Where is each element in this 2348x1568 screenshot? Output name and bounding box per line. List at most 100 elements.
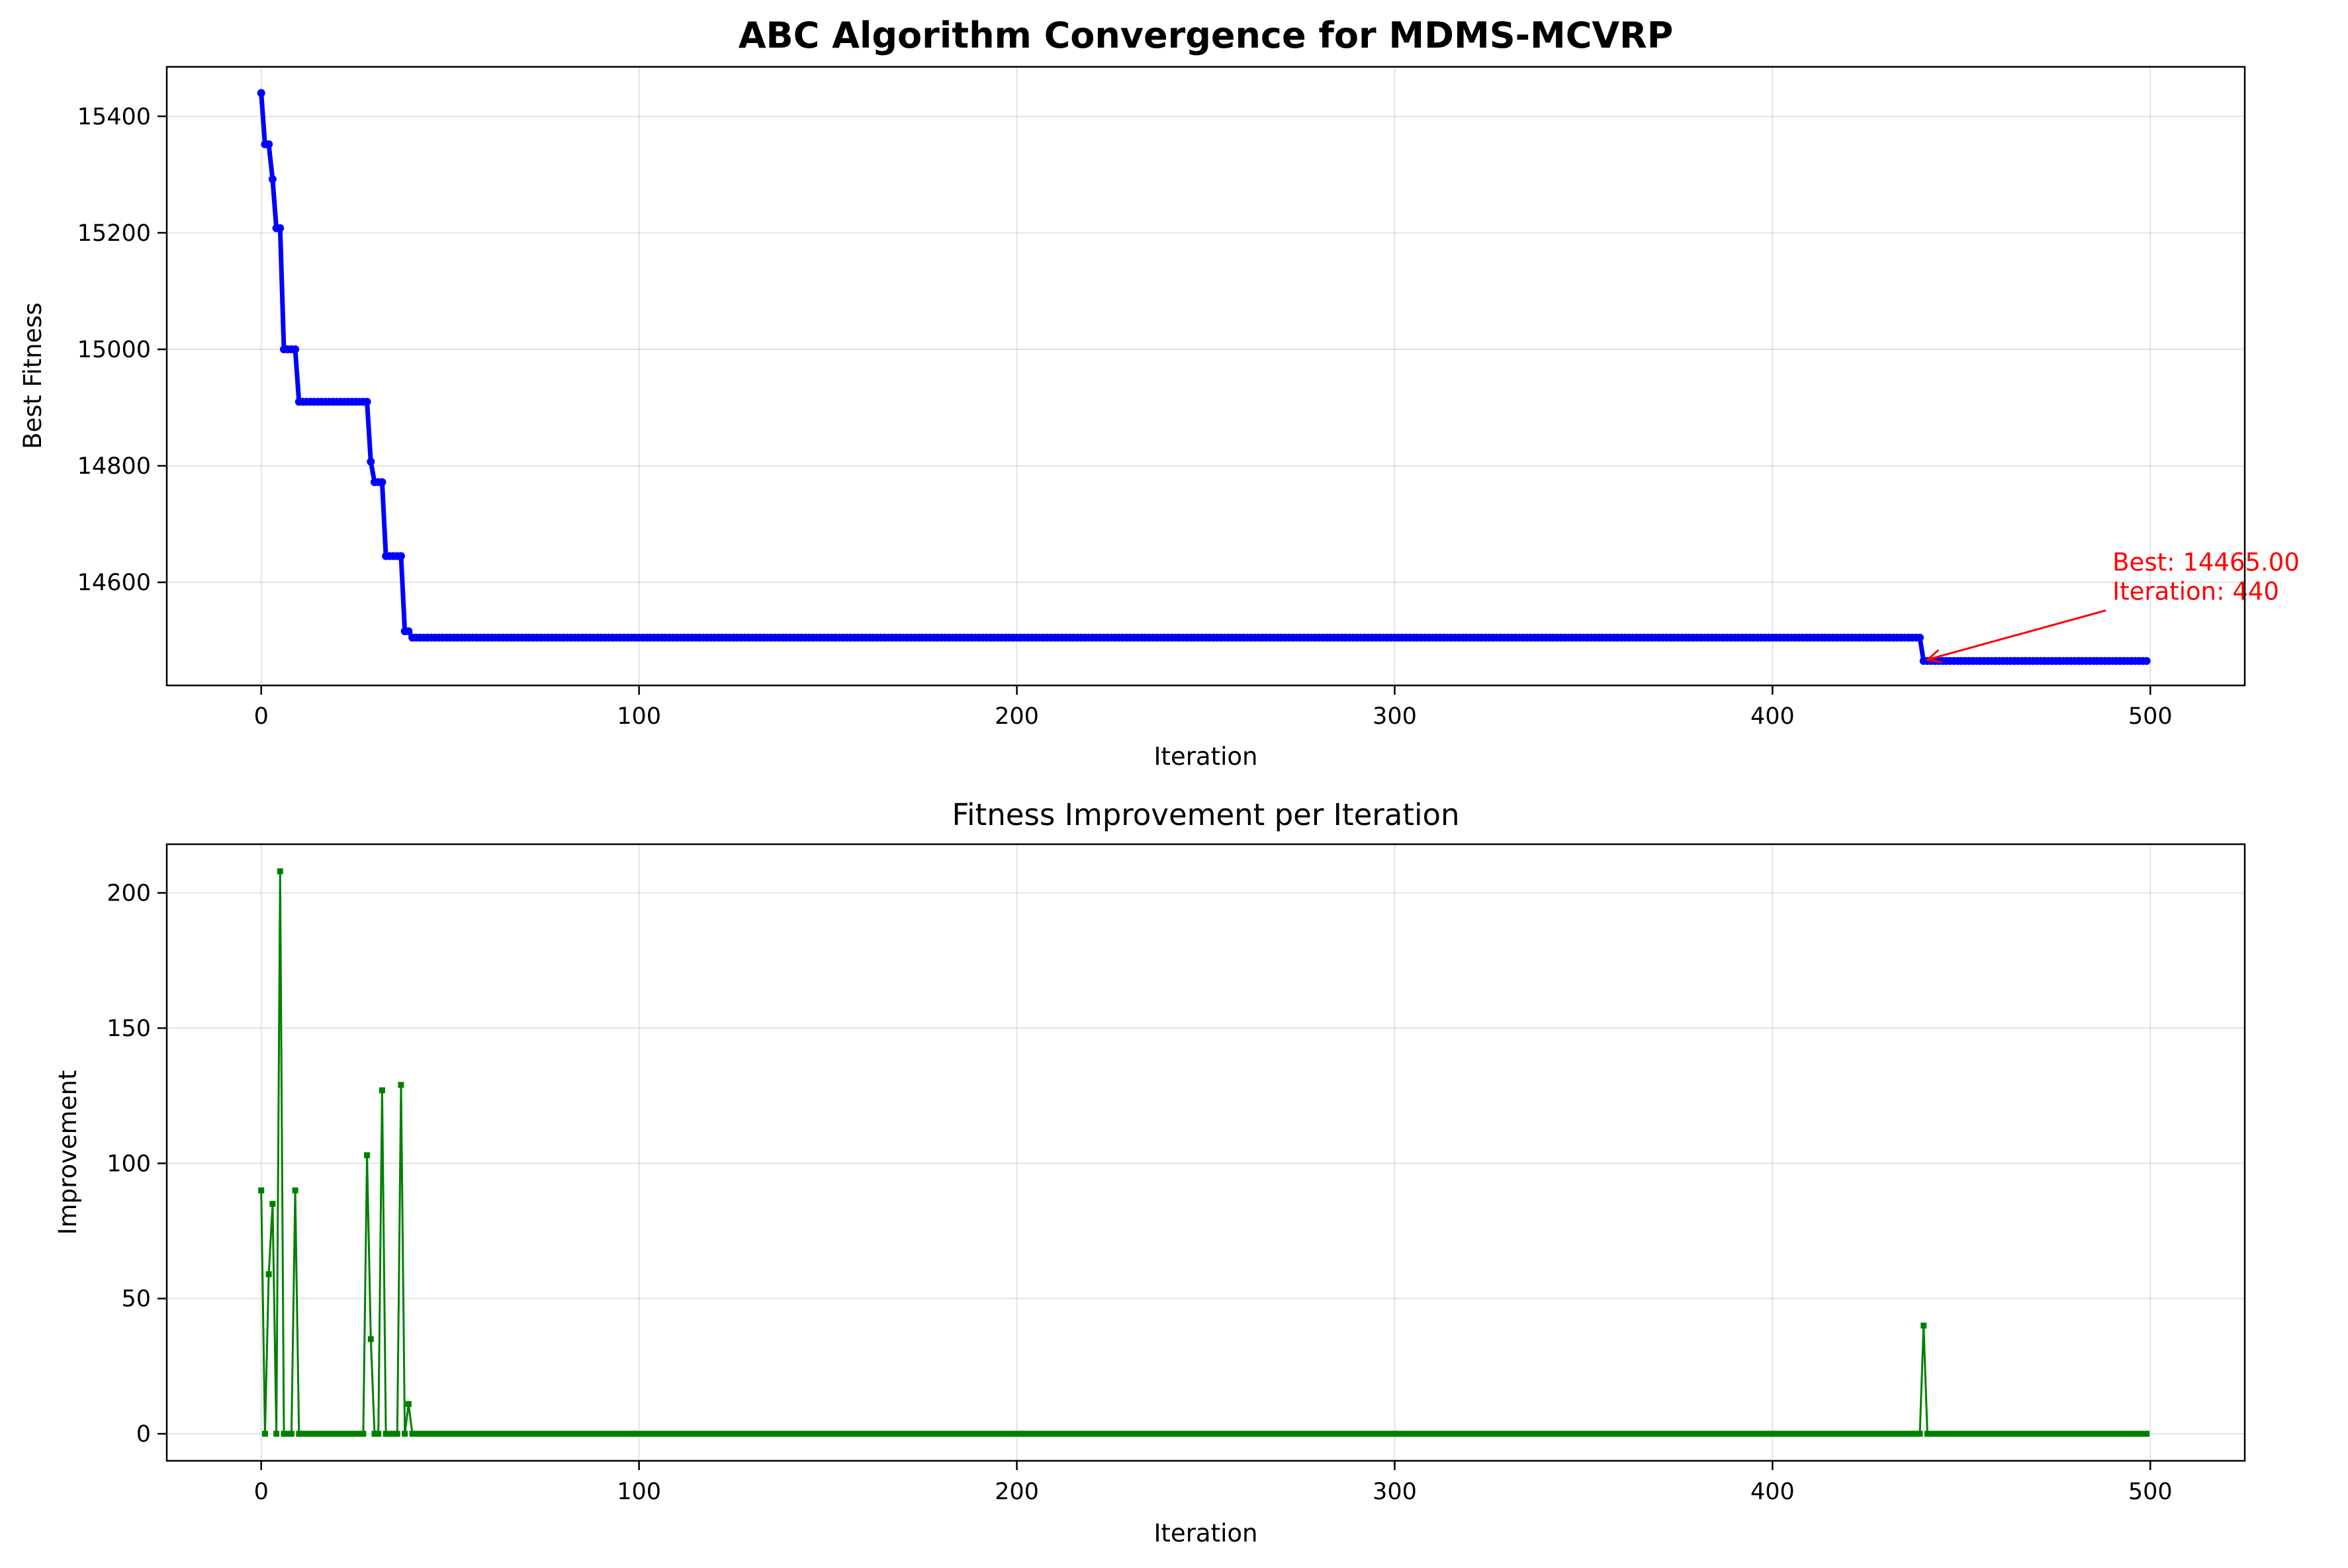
improvement-point xyxy=(643,1430,650,1437)
improvement-point xyxy=(269,1201,276,1207)
improvement-point xyxy=(1977,1430,1983,1437)
improvement-point xyxy=(2014,1430,2021,1437)
improvement-point xyxy=(1981,1430,1987,1437)
improvement-point xyxy=(1705,1430,1711,1437)
improvement-point xyxy=(1739,1430,1746,1437)
improvement-point xyxy=(1429,1430,1436,1437)
improvement-point xyxy=(1547,1430,1553,1437)
improvement-point xyxy=(583,1430,590,1437)
improvement-point xyxy=(953,1430,960,1437)
improvement-point xyxy=(1652,1430,1658,1437)
improvement-point xyxy=(1592,1430,1598,1437)
improvement-point xyxy=(1826,1430,1832,1437)
improvement-point xyxy=(2132,1430,2138,1437)
improvement-point xyxy=(496,1430,502,1437)
improvement-point xyxy=(1754,1430,1761,1437)
improvement-point xyxy=(926,1430,933,1437)
improvement-point xyxy=(1233,1430,1240,1437)
improvement-point xyxy=(1841,1430,1848,1437)
x-tick-label: 400 xyxy=(1750,703,1795,730)
improvement-point xyxy=(1837,1430,1844,1437)
improvement-point xyxy=(1913,1430,1919,1437)
improvement-point xyxy=(1052,1430,1058,1437)
y-tick-label: 15400 xyxy=(77,104,151,130)
improvement-point xyxy=(1784,1430,1791,1437)
improvement-point xyxy=(1474,1430,1481,1437)
improvement-point xyxy=(1607,1430,1613,1437)
improvement-point xyxy=(2117,1430,2124,1437)
improvement-point xyxy=(2098,1430,2104,1437)
improvement-point xyxy=(1697,1430,1704,1437)
improvement-point xyxy=(1218,1430,1224,1437)
improvement-point xyxy=(1742,1430,1749,1437)
x-tick-label: 100 xyxy=(617,703,661,730)
improvement-point xyxy=(780,1430,786,1437)
improvement-point xyxy=(469,1430,476,1437)
improvement-point xyxy=(2140,1430,2146,1437)
improvement-point xyxy=(1395,1430,1402,1437)
improvement-point xyxy=(798,1430,805,1437)
improvement-point xyxy=(1822,1430,1829,1437)
y-tick-label: 14600 xyxy=(77,570,151,596)
improvement-point xyxy=(651,1430,657,1437)
annotation-arrow-line xyxy=(1927,609,2106,661)
improvement-point xyxy=(930,1430,937,1437)
improvement-point xyxy=(1497,1430,1504,1437)
improvement-point xyxy=(874,1430,880,1437)
improvement-point xyxy=(1792,1430,1799,1437)
improvement-point xyxy=(1320,1430,1326,1437)
improvement-point xyxy=(1936,1430,1942,1437)
x-tick-label: 500 xyxy=(2128,1479,2173,1505)
improvement-point xyxy=(2011,1430,2018,1437)
improvement-point xyxy=(851,1430,858,1437)
improvement-point xyxy=(2067,1430,2074,1437)
improvement-point xyxy=(451,1430,457,1437)
improvement-point xyxy=(1191,1430,1198,1437)
improvement-point xyxy=(1554,1430,1560,1437)
improvement-point xyxy=(1146,1430,1152,1437)
improvement-point xyxy=(409,1430,416,1437)
improvement-point xyxy=(417,1430,424,1437)
improvement-point xyxy=(473,1430,480,1437)
best-fitness-point xyxy=(404,627,413,636)
improvement-point xyxy=(296,1430,302,1437)
improvement-point xyxy=(508,1430,514,1437)
improvement-point xyxy=(1248,1430,1255,1437)
improvement-point xyxy=(972,1430,979,1437)
improvement-point xyxy=(628,1430,635,1437)
bottom-axes-frame xyxy=(165,843,2246,1462)
top-ticks: 0 100 200 300 400 500 14600 14800 15000 15200 1540… xyxy=(77,104,2173,730)
improvement-point xyxy=(1758,1430,1764,1437)
best-fitness-point xyxy=(396,552,405,560)
improvement-point xyxy=(1123,1430,1130,1437)
improvement-point xyxy=(753,1430,760,1437)
improvement-point xyxy=(2056,1430,2063,1437)
improvement-point xyxy=(1675,1430,1682,1437)
improvement-point xyxy=(1750,1430,1757,1437)
improvement-point xyxy=(1535,1430,1541,1437)
improvement-point xyxy=(383,1430,389,1437)
improvement-point xyxy=(1992,1430,1999,1437)
improvement-point xyxy=(572,1430,578,1437)
improvement-point xyxy=(1425,1430,1432,1437)
improvement-point xyxy=(2049,1430,2055,1437)
improvement-point xyxy=(1909,1430,1916,1437)
improvement-point xyxy=(360,1430,367,1437)
improvement-point xyxy=(541,1430,548,1437)
improvement-point xyxy=(606,1430,612,1437)
improvement-point xyxy=(277,868,283,875)
improvement-point xyxy=(647,1430,654,1437)
improvement-point xyxy=(1799,1430,1806,1437)
improvement-point xyxy=(2018,1430,2025,1437)
improvement-point xyxy=(1762,1430,1768,1437)
improvement-point xyxy=(1214,1430,1220,1437)
improvement-point xyxy=(1690,1430,1696,1437)
improvement-point xyxy=(2030,1430,2036,1437)
y-tick-label: 200 xyxy=(107,881,151,907)
improvement-point xyxy=(1872,1430,1878,1437)
x-tick-label: 300 xyxy=(1373,1479,1417,1505)
improvement-point xyxy=(666,1430,672,1437)
improvement-point xyxy=(1830,1430,1836,1437)
improvement-point xyxy=(2053,1430,2059,1437)
improvement-point xyxy=(1289,1430,1296,1437)
